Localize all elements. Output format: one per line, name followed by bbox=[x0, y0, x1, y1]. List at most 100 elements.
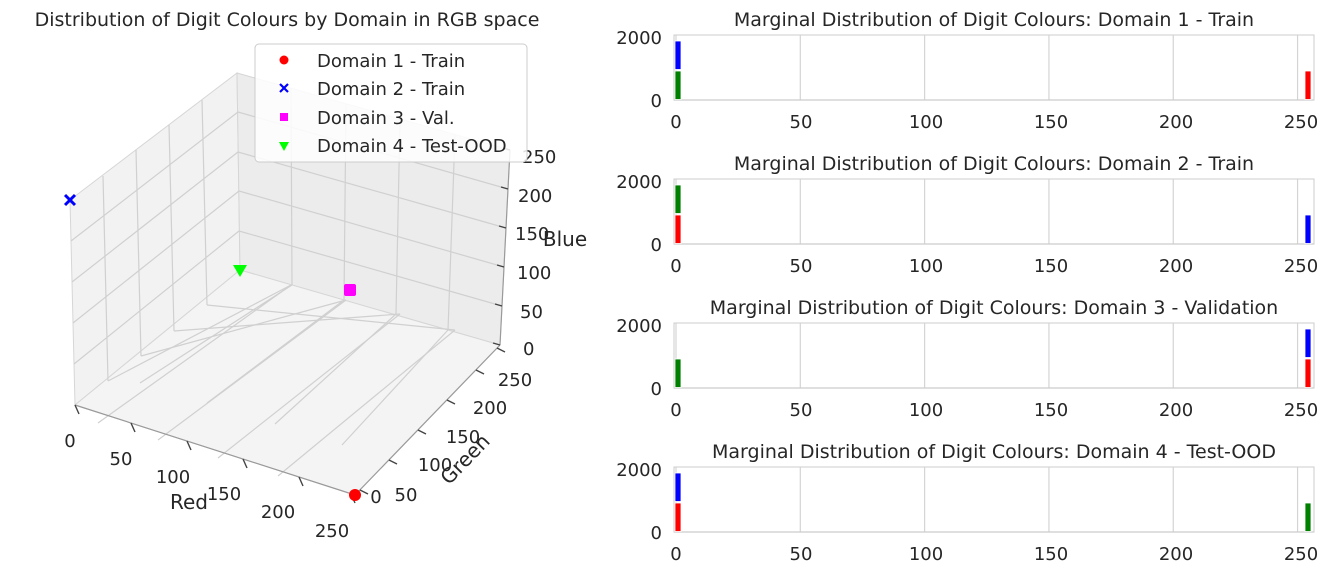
scatter-point-domain-4-test-ood bbox=[233, 265, 247, 277]
histogram-bar-b bbox=[674, 40, 682, 70]
x-tick-label: 150 bbox=[1034, 112, 1068, 133]
histogram-plot-area bbox=[673, 322, 1315, 389]
legend-label: Domain 3 - Val. bbox=[317, 108, 455, 129]
x-tick-label: 150 bbox=[1034, 256, 1068, 277]
x-tick-label: 200 bbox=[1159, 256, 1193, 277]
scatter-point-domain-1-train bbox=[349, 489, 361, 501]
y-tick-label: 0 bbox=[651, 91, 662, 112]
scatter-3d-title: Distribution of Digit Colours by Domain … bbox=[35, 9, 540, 31]
x-tick-labels: 0 50 100 150 200 250 bbox=[670, 544, 1318, 565]
y-tick-label: 100 bbox=[418, 455, 452, 476]
y-tick-label: 0 bbox=[651, 523, 662, 544]
scatter-points bbox=[63, 193, 361, 501]
x-tick-label: 100 bbox=[909, 112, 943, 133]
y-tick-label: 2000 bbox=[616, 28, 662, 49]
x-tick-labels: 0 50 100 150 200 250 bbox=[670, 112, 1318, 133]
histogram-panel-3: Marginal Distribution of Digit Colours: … bbox=[616, 297, 1318, 421]
x-tick-label: 250 bbox=[1284, 256, 1318, 277]
x-tick-label: 200 bbox=[1159, 112, 1193, 133]
histogram-title: Marginal Distribution of Digit Colours: … bbox=[734, 153, 1254, 175]
histogram-title: Marginal Distribution of Digit Colours: … bbox=[710, 297, 1278, 319]
y-tick-label: 0 bbox=[651, 379, 662, 400]
histogram-title: Marginal Distribution of Digit Colours: … bbox=[734, 9, 1254, 31]
z-axis-label: Blue bbox=[543, 227, 587, 251]
y-tick-label: 200 bbox=[473, 398, 507, 419]
y-tick-label: 0 bbox=[651, 235, 662, 256]
x-tick-label: 50 bbox=[790, 112, 813, 133]
x-tick-label: 100 bbox=[909, 400, 943, 421]
x-tick-label: 100 bbox=[909, 256, 943, 277]
histogram-panel-1: Marginal Distribution of Digit Colours: … bbox=[616, 9, 1318, 133]
y-tick-label: 250 bbox=[498, 370, 532, 391]
x-tick-label: 50 bbox=[790, 544, 813, 565]
z-tick-label: 0 bbox=[523, 339, 534, 360]
legend-marker-triangle bbox=[279, 142, 289, 151]
x-tick-label: 250 bbox=[1284, 544, 1318, 565]
histogram-plot-area bbox=[673, 178, 1315, 245]
legend-label: Domain 2 - Train bbox=[317, 79, 465, 100]
x-tick-label: 100 bbox=[156, 467, 190, 488]
x-tick-label: 250 bbox=[315, 521, 349, 542]
histogram-title: Marginal Distribution of Digit Colours: … bbox=[712, 441, 1276, 463]
x-tick-label: 0 bbox=[670, 256, 681, 277]
x-tick-label: 200 bbox=[1159, 544, 1193, 565]
z-tick-label: 50 bbox=[520, 302, 543, 323]
histogram-bar-r bbox=[1304, 358, 1312, 388]
legend-marker-x bbox=[279, 83, 289, 93]
legend-label: Domain 1 - Train bbox=[317, 51, 465, 72]
y-tick-label: 50 bbox=[395, 485, 418, 506]
histogram-bar-g bbox=[674, 184, 682, 214]
legend-marker-square bbox=[280, 113, 288, 121]
x-tick-label: 50 bbox=[790, 256, 813, 277]
histogram-plot-area bbox=[673, 34, 1315, 101]
y-tick-label: 2000 bbox=[616, 172, 662, 193]
histogram-bar-r bbox=[674, 214, 682, 244]
x-tick-label: 0 bbox=[670, 544, 681, 565]
histogram-bar-g bbox=[674, 358, 682, 388]
histogram-bar-b bbox=[674, 472, 682, 502]
x-tick-label: 0 bbox=[64, 431, 75, 452]
histogram-bar-b bbox=[1304, 214, 1312, 244]
x-tick-label: 0 bbox=[670, 112, 681, 133]
x-axis-label: Red bbox=[170, 490, 208, 514]
histogram-bar-g bbox=[674, 70, 682, 100]
y-tick-label: 0 bbox=[370, 487, 381, 508]
x-tick-label: 250 bbox=[1284, 112, 1318, 133]
legend-label: Domain 4 - Test-OOD bbox=[317, 136, 507, 157]
histogram-bar-g bbox=[1304, 502, 1312, 532]
x-tick-labels: 0 50 100 150 200 250 bbox=[670, 256, 1318, 277]
z-tick-labels: 0 50 100 150 200 250 bbox=[515, 147, 556, 360]
y-tick-label: 2000 bbox=[616, 316, 662, 337]
y-tick-label: 150 bbox=[446, 427, 480, 448]
x-tick-labels: 0 50 100 150 200 250 bbox=[64, 431, 349, 542]
histogram-bar-r bbox=[1304, 70, 1312, 100]
z-tick-label: 200 bbox=[518, 186, 552, 207]
z-tick-label: 250 bbox=[522, 147, 556, 168]
scatter-point-domain-2-train bbox=[63, 193, 77, 207]
x-tick-label: 0 bbox=[670, 400, 681, 421]
histogram-bar-r bbox=[674, 502, 682, 532]
z-tick-label: 150 bbox=[515, 224, 549, 245]
histogram-panel-4: Marginal Distribution of Digit Colours: … bbox=[616, 441, 1318, 565]
x-tick-label: 50 bbox=[790, 400, 813, 421]
x-tick-label: 200 bbox=[1159, 400, 1193, 421]
scatter-3d-plot: Distribution of Digit Colours by Domain … bbox=[35, 9, 588, 542]
histogram-panels: Marginal Distribution of Digit Colours: … bbox=[616, 9, 1318, 565]
histogram-bar-b bbox=[1304, 328, 1312, 358]
x-tick-labels: 0 50 100 150 200 250 bbox=[670, 400, 1318, 421]
legend-marker-circle bbox=[279, 55, 289, 65]
x-tick-label: 150 bbox=[1034, 544, 1068, 565]
scatter-point-domain-3-val- bbox=[344, 284, 356, 296]
histogram-gridlines bbox=[674, 35, 1314, 533]
x-tick-label: 50 bbox=[110, 449, 133, 470]
histogram-panel-2: Marginal Distribution of Digit Colours: … bbox=[616, 153, 1318, 277]
x-tick-label: 150 bbox=[207, 484, 241, 505]
histogram-bars bbox=[674, 40, 1312, 532]
axis-lines bbox=[74, 149, 511, 496]
x-tick-label: 250 bbox=[1284, 400, 1318, 421]
x-tick-label: 150 bbox=[1034, 400, 1068, 421]
y-tick-label: 2000 bbox=[616, 460, 662, 481]
x-tick-label: 100 bbox=[909, 544, 943, 565]
z-tick-label: 100 bbox=[517, 263, 551, 284]
